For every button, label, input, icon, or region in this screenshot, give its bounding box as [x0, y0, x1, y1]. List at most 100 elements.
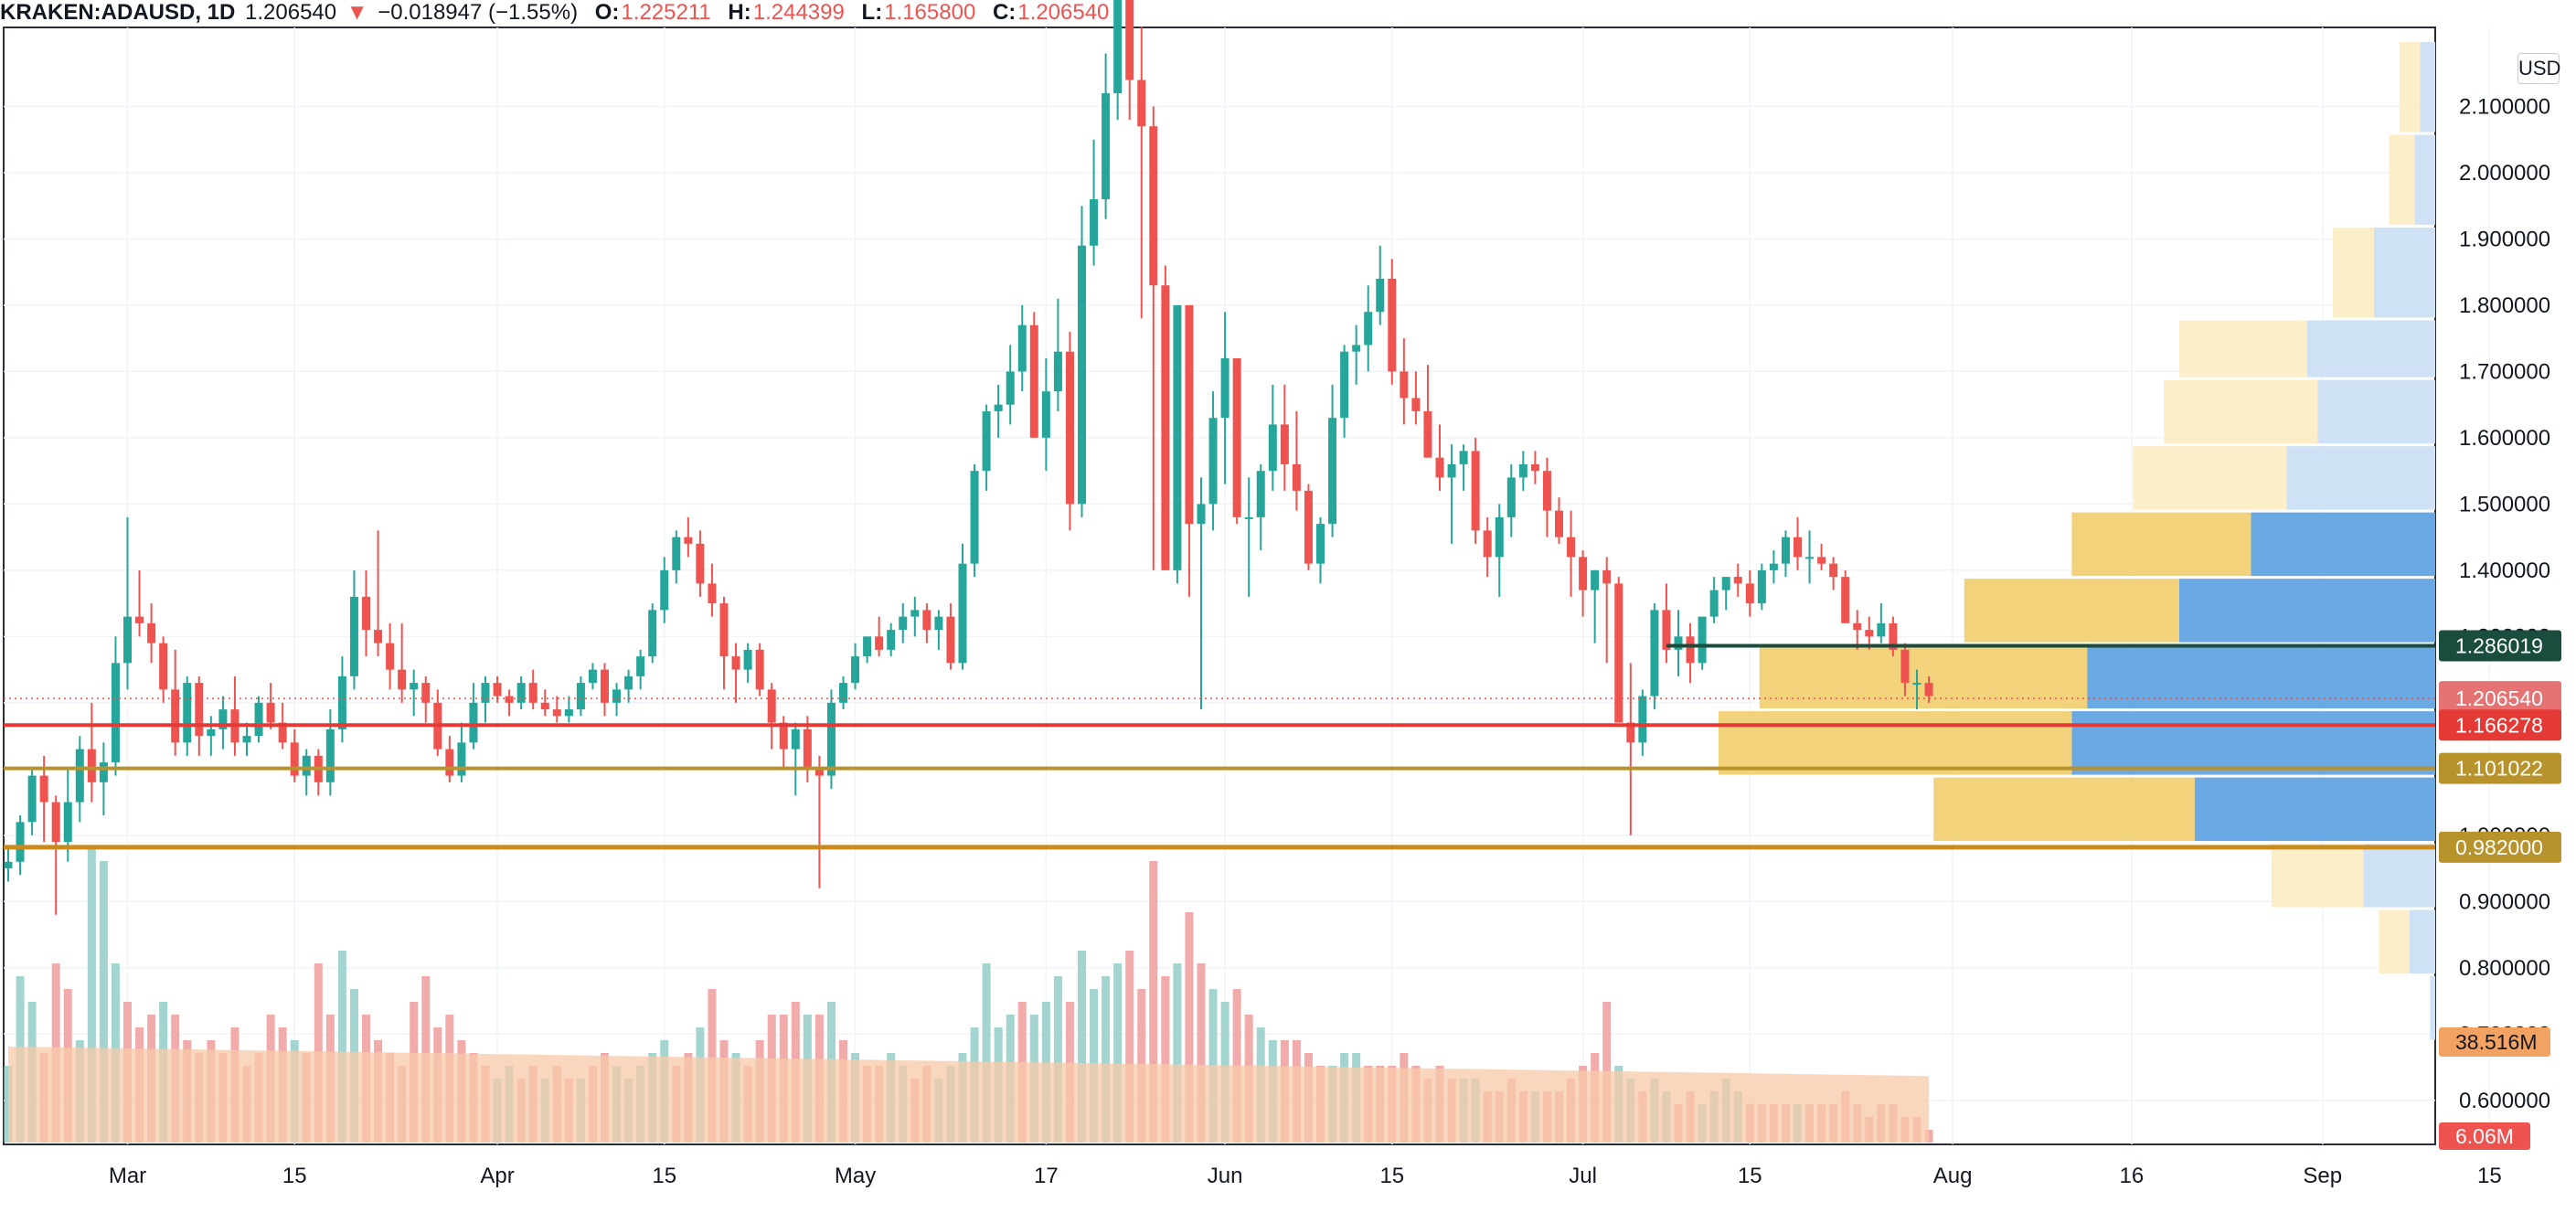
candle-up [1208, 418, 1218, 505]
support-3-tag: 0.982000 [2455, 835, 2543, 859]
price-change: −0.018947 (−1.55%) [378, 0, 579, 25]
candle-up [791, 728, 800, 750]
y-tick-label: 0.600000 [2459, 1089, 2550, 1113]
volume-profile-up-bar [2087, 644, 2435, 709]
candle-up [863, 636, 872, 657]
candle-down [171, 689, 180, 743]
candle-up [994, 404, 1003, 411]
volume-profile-up-bar [2430, 976, 2435, 1040]
volume-bar [1113, 963, 1123, 1143]
candle-up [1090, 198, 1099, 246]
volume-ma-tag: 38.516M [2455, 1030, 2538, 1054]
candle-down [1423, 410, 1432, 458]
candle-up [1912, 683, 1921, 686]
candle-down [1614, 583, 1623, 723]
volume-profile-up-bar [2363, 844, 2435, 908]
candle-up [1244, 516, 1253, 519]
volume-bar [87, 848, 96, 1143]
symbol-name[interactable]: KRAKEN:ADAUSD, 1D [0, 0, 236, 25]
volume-profile-down-bar [2333, 227, 2374, 318]
symbol-header: KRAKEN:ADAUSD, 1D 1.206540 ▼ −0.018947 (… [0, 0, 1112, 26]
candle-up [648, 610, 657, 657]
candle-up [576, 683, 585, 710]
candle-down [1829, 563, 1838, 578]
candle-down [1161, 285, 1170, 570]
y-tick-label: 2.000000 [2459, 161, 2550, 186]
x-tick-label: 16 [2120, 1164, 2145, 1188]
candle-up [63, 802, 72, 843]
currency-button[interactable]: USD [2517, 53, 2560, 84]
candle-up [1376, 278, 1385, 313]
candle-up [1674, 636, 1683, 650]
volume-profile-down-bar [2071, 512, 2251, 577]
candle-up [1638, 696, 1647, 743]
volume-ma-area [8, 1047, 1930, 1143]
y-tick-label: 1.400000 [2459, 558, 2550, 583]
candle-down [1733, 577, 1742, 584]
candle-up [1256, 471, 1265, 517]
candle-up [624, 675, 633, 690]
candle-down [1411, 398, 1421, 411]
candle-down [1555, 510, 1563, 537]
candle-up [1495, 516, 1504, 558]
candle-up [207, 728, 216, 737]
candle-up [612, 689, 622, 703]
low-label: L: [861, 0, 883, 25]
candle-down [1817, 557, 1826, 564]
candle-up [325, 728, 335, 782]
candle-down [946, 616, 955, 664]
x-tick-label: 15 [652, 1164, 676, 1188]
last-price-tag: 1.206540 [2455, 686, 2543, 710]
candle-down [290, 742, 299, 776]
y-tick-label: 1.700000 [2459, 359, 2550, 384]
volume-bar [1173, 963, 1182, 1143]
volume-profile-down-bar [1933, 777, 2195, 842]
candle-down [1232, 357, 1241, 517]
candle-up [851, 656, 860, 684]
volume-profile-up-bar [2420, 42, 2435, 133]
candle-up [1197, 504, 1206, 525]
candle-up [1447, 463, 1456, 478]
candle-up [1518, 463, 1528, 478]
candle-down [1542, 471, 1551, 511]
open-label: O: [594, 0, 620, 25]
volume-bar [1149, 861, 1158, 1143]
candle-down [374, 630, 383, 643]
volume-last-tag-bg [2439, 1122, 2530, 1150]
candle-up [1328, 418, 1337, 525]
candle-down [1889, 622, 1898, 650]
candle-up [254, 702, 263, 737]
candle-down [39, 775, 48, 803]
volume-profile-down-bar [2164, 379, 2318, 444]
volume-bar [1185, 912, 1194, 1143]
candle-up [1364, 312, 1373, 346]
candle-up [970, 471, 979, 564]
support-1-tag-bg [2439, 709, 2561, 741]
candle-down [1853, 622, 1862, 631]
candle-down [1530, 463, 1539, 472]
candle-up [16, 822, 25, 862]
volume-bar [1197, 963, 1206, 1143]
candle-down [195, 683, 204, 737]
candle-up [910, 610, 920, 617]
candle-up [457, 742, 466, 776]
candle-up [564, 709, 573, 717]
candle-up [1721, 577, 1730, 590]
candle-down [719, 603, 729, 657]
x-tick-label: May [835, 1164, 876, 1188]
candle-down [779, 722, 788, 750]
candle-up [934, 616, 943, 631]
candle-down [1149, 126, 1158, 286]
y-tick-label: 2.100000 [2459, 94, 2550, 119]
candle-down [421, 683, 431, 703]
candle-up [958, 563, 967, 664]
candlesticks [4, 0, 1933, 915]
candle-down [1483, 530, 1492, 558]
candle-down [1841, 577, 1850, 623]
candle-down [528, 683, 538, 703]
candle-down [1686, 636, 1695, 664]
x-tick-label: 15 [2477, 1164, 2502, 1188]
candle-up [469, 702, 478, 743]
candle-down [51, 802, 60, 843]
